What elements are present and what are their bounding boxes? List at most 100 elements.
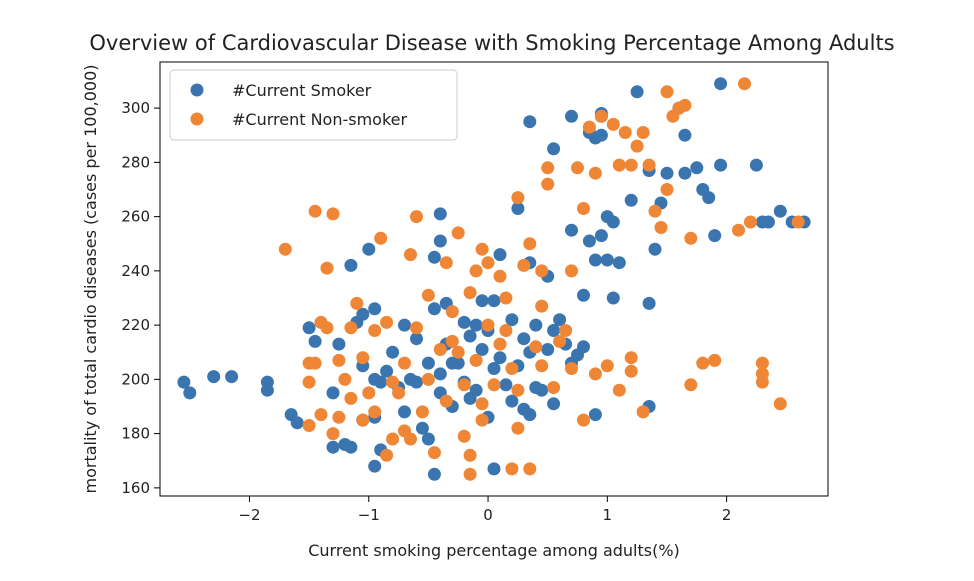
x-tick-label: 0 [483,506,493,524]
data-point-current-smoker [451,356,465,370]
data-point-current-non-smoker [511,383,525,397]
data-point-current-smoker [606,291,620,305]
x-axis: −2 −1 0 1 2 [238,496,731,524]
data-point-current-smoker [398,318,411,332]
data-point-current-smoker [421,432,435,446]
data-point-current-non-smoker [755,375,769,389]
data-point-current-non-smoker [475,242,489,256]
data-point-current-non-smoker [577,202,590,215]
data-point-current-smoker [433,207,447,221]
data-point-current-non-smoker [636,405,650,419]
data-point-current-non-smoker [421,372,435,386]
data-point-current-non-smoker [326,427,340,441]
data-point-current-non-smoker [618,126,632,139]
legend-marker-current-smoker [190,83,204,97]
data-point-current-smoker [207,370,221,384]
x-tick-label: 2 [722,506,732,524]
data-point-current-non-smoker [332,353,346,367]
data-point-current-non-smoker [648,204,662,218]
data-point-current-smoker [386,345,400,359]
data-point-current-smoker [714,77,728,91]
data-point-current-smoker [505,394,519,408]
data-point-current-non-smoker [535,264,549,278]
data-point-current-non-smoker [475,397,489,411]
data-point-current-smoker [582,234,596,248]
data-point-current-smoker [368,459,382,473]
data-point-current-smoker [588,408,602,422]
data-point-current-non-smoker [624,158,638,172]
data-point-current-smoker [565,223,578,237]
data-point-current-smoker [541,343,555,356]
data-point-current-non-smoker [654,221,668,234]
data-point-current-smoker [517,332,531,346]
data-point-current-non-smoker [320,321,334,335]
y-tick-label: 240 [121,262,150,280]
x-tick-label: 1 [603,506,613,524]
data-point-current-non-smoker [684,231,698,245]
data-point-current-non-smoker [368,324,382,337]
data-point-current-smoker [678,128,692,142]
data-point-current-non-smoker [380,315,394,329]
data-point-current-non-smoker [684,378,698,392]
data-point-current-smoker [708,229,722,243]
data-point-current-smoker [427,467,441,481]
data-point-current-smoker [374,375,388,389]
data-point-current-smoker [600,253,614,267]
data-point-current-non-smoker [535,359,549,373]
data-point-current-non-smoker [410,321,423,335]
data-point-current-non-smoker [588,166,602,180]
data-point-current-smoker [410,332,423,346]
data-point-current-non-smoker [380,448,394,462]
data-point-current-non-smoker [511,191,525,205]
data-point-current-smoker [225,370,239,384]
data-point-current-smoker [183,386,197,400]
data-point-current-non-smoker [660,183,674,196]
data-point-current-smoker [433,367,447,381]
data-point-current-non-smoker [463,467,477,481]
data-point-current-non-smoker [529,340,543,354]
data-point-current-non-smoker [332,410,346,424]
data-point-current-non-smoker [427,446,441,460]
y-axis-label: mortality of total cardio diseases (case… [81,64,100,493]
data-point-current-smoker [427,302,441,316]
data-point-current-smoker [547,324,561,337]
data-point-current-non-smoker [732,223,745,237]
data-point-current-smoker [356,307,370,321]
data-point-current-non-smoker [392,386,406,400]
data-point-current-smoker [761,215,775,229]
data-point-current-non-smoker [445,334,459,348]
y-tick-label: 200 [121,370,150,388]
legend-label-current-smoker: #Current Smoker [232,81,372,100]
data-point-current-non-smoker [744,215,757,229]
data-point-current-non-smoker [469,264,483,278]
legend-box [169,69,458,141]
data-point-current-smoker [594,229,608,243]
data-point-current-non-smoker [588,367,602,381]
data-point-current-smoker [702,191,716,205]
data-point-current-smoker [344,440,358,454]
data-point-current-non-smoker [499,324,513,337]
data-point-current-non-smoker [678,98,692,112]
data-point-current-non-smoker [326,207,340,221]
data-point-current-non-smoker [612,383,626,397]
data-point-current-non-smoker [493,337,507,351]
data-point-current-non-smoker [553,334,567,348]
data-point-current-smoker [690,161,704,175]
data-point-current-non-smoker [344,391,358,405]
data-point-current-non-smoker [451,345,465,359]
data-point-current-smoker [547,397,561,411]
data-point-current-smoker [410,375,423,389]
data-point-current-smoker [493,351,507,365]
data-point-current-non-smoker [791,215,805,229]
data-point-current-non-smoker [368,405,382,419]
data-point-current-smoker [332,337,346,351]
data-point-current-non-smoker [356,351,370,365]
x-axis-label: Current smoking percentage among adults(… [308,541,680,560]
data-point-current-non-smoker [606,117,620,131]
data-point-current-non-smoker [350,296,364,310]
data-point-current-smoker [624,193,638,207]
data-point-current-non-smoker [457,429,471,443]
chart-title: Overview of Cardiovascular Disease with … [89,31,894,55]
data-point-current-smoker [547,142,561,156]
